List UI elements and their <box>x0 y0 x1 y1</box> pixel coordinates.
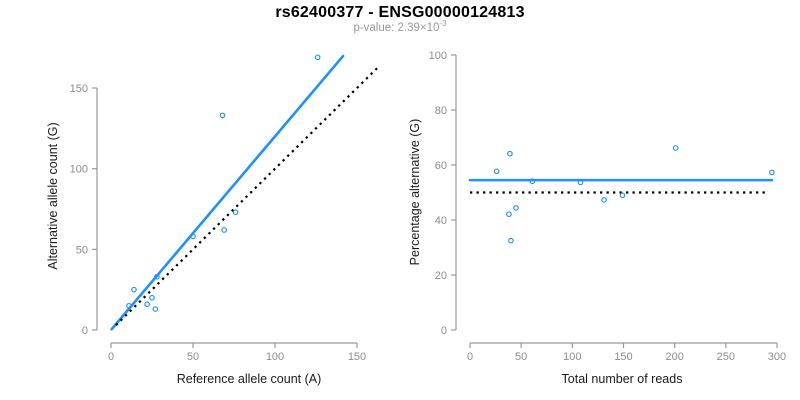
data-point <box>144 301 150 308</box>
data-point <box>131 286 137 293</box>
allele-count-scatter-panel: 0 50 100 150 0 50 100 150 Reference allele count… <box>46 54 381 386</box>
regression-line <box>110 54 345 331</box>
data-point <box>232 209 239 216</box>
figure-title: rs62400377 - ENSG00000124813 <box>275 4 525 21</box>
y-tick-label: 100 <box>429 50 447 62</box>
y-tick-label: 50 <box>76 244 88 256</box>
y-tick-label: 150 <box>70 83 88 95</box>
data-point <box>149 294 155 301</box>
data-point <box>513 205 519 211</box>
x-axis-title: Reference allele count (A) <box>177 372 322 386</box>
p-value-subtitle: p-value: 2.39×10-3 <box>0 19 800 34</box>
x-tick-label: 150 <box>348 351 366 363</box>
y-tick-label: 0 <box>441 325 447 337</box>
percentage-vs-reads-scatter-panel: 0 20 40 60 80 100 0 50 100 150 200 250 300 Total numb… <box>408 50 786 386</box>
data-point <box>508 237 514 244</box>
y-tick-label: 20 <box>435 270 447 282</box>
data-point <box>769 169 775 176</box>
p-value-exponent: -3 <box>439 19 447 29</box>
y-tick-label: 100 <box>70 164 88 176</box>
x-tick-label: 0 <box>108 351 114 363</box>
y-tick-label: 40 <box>435 215 447 227</box>
data-point <box>190 233 196 240</box>
x-tick-label: 200 <box>665 351 683 363</box>
x-tick-label: 50 <box>187 351 199 363</box>
x-tick-label: 50 <box>515 351 527 363</box>
p-value-base: p-value: 2.39×10 <box>353 22 440 34</box>
data-point <box>221 227 227 233</box>
y-tick-label: 60 <box>435 160 447 172</box>
data-point <box>577 179 584 186</box>
x-tick-label: 100 <box>266 351 284 363</box>
data-point <box>126 302 132 309</box>
y-tick-label: 80 <box>435 105 447 117</box>
y-axis-title: Alternative allele count (G) <box>46 122 60 269</box>
data-point <box>507 150 513 157</box>
data-point <box>154 273 160 280</box>
data-point <box>493 168 500 175</box>
data-point <box>672 145 679 151</box>
x-axis-title: Total number of reads <box>562 372 683 386</box>
data-point <box>506 211 512 218</box>
y-axis-title: Percentage alternative (G) <box>408 119 422 266</box>
data-point <box>314 54 321 61</box>
data-point <box>219 112 226 119</box>
x-tick-label: 150 <box>614 351 632 363</box>
x-tick-label: 250 <box>717 351 735 363</box>
x-tick-label: 0 <box>467 351 473 363</box>
data-point <box>529 178 536 185</box>
y-tick-label: 0 <box>82 325 88 337</box>
data-point <box>619 192 626 199</box>
x-tick-label: 100 <box>563 351 581 363</box>
identity-line <box>115 64 381 326</box>
data-point <box>152 306 159 312</box>
data-point <box>601 197 607 203</box>
x-tick-label: 300 <box>768 351 786 363</box>
